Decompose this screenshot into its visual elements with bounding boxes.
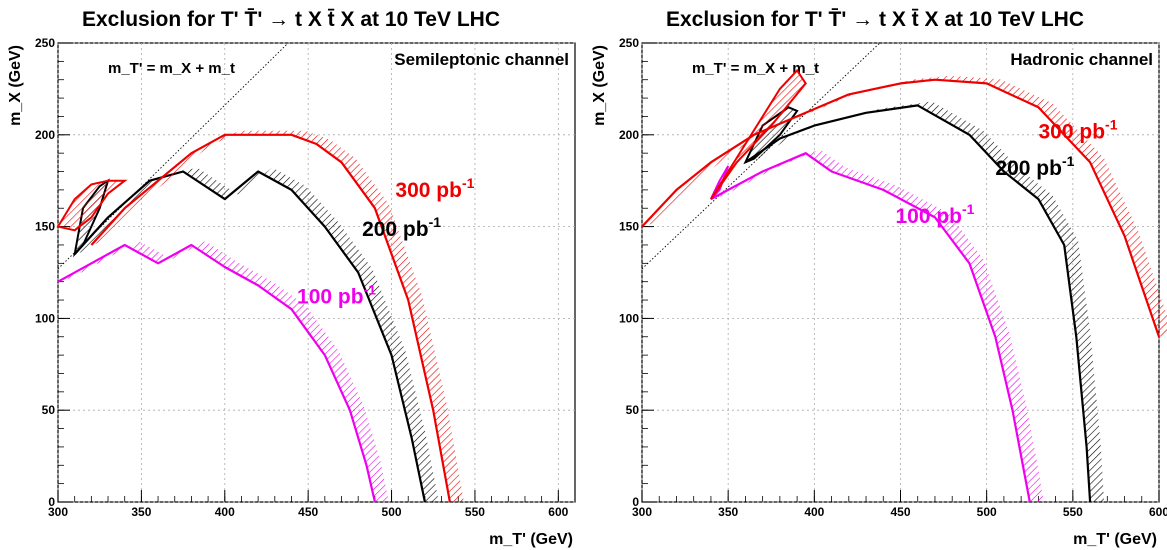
y-tick-label-50: 50 [42, 403, 56, 417]
series-label: 200 pb-1 [995, 153, 1074, 180]
chart-title: Exclusion for T' T̄' → t X t̄ X at 10 Te… [666, 8, 1084, 31]
series-label-sup: -1 [364, 282, 377, 298]
series-label: 300 pb-1 [1039, 116, 1118, 143]
series-hatch-band [58, 241, 389, 502]
x-tick-label-550: 550 [465, 505, 485, 519]
series-label: 100 pb-1 [895, 201, 974, 228]
series-label-text: 200 pb [362, 218, 429, 241]
series-island [56, 179, 128, 232]
x-tick-label-350: 350 [131, 505, 151, 519]
chart-hadronic-svg: Exclusion for T' T̄' → t X t̄ X at 10 Te… [591, 8, 1167, 548]
y-tick-label-250: 250 [619, 36, 639, 50]
x-tick-label-500: 500 [382, 505, 402, 519]
series-label-text: 100 pb [297, 286, 364, 309]
series-hatch-band [745, 101, 1105, 503]
x-tick-label-300: 300 [48, 505, 68, 519]
series-hatch-band [710, 149, 1044, 502]
y-tick-label-150: 150 [35, 220, 55, 234]
series-label-text: 300 pb [395, 179, 462, 202]
series-line [710, 152, 1031, 503]
y-tick-label-50: 50 [626, 403, 640, 417]
x-tick-label-500: 500 [977, 505, 997, 519]
series-label-text: 200 pb [995, 157, 1062, 180]
y-tick-label-200: 200 [619, 128, 639, 142]
x-tick-label-300: 300 [632, 505, 652, 519]
y-tick-label-250: 250 [35, 36, 55, 50]
y-tick-label-100: 100 [35, 311, 55, 325]
series-label-sup: -1 [462, 175, 475, 191]
x-tick-label-550: 550 [1063, 505, 1083, 519]
series-line [744, 104, 1092, 503]
series-island [710, 68, 807, 200]
x-tick-label-400: 400 [804, 505, 824, 519]
relation-label: m_T' = m_X + m_t [692, 60, 819, 77]
channel-label: Hadronic channel [1010, 50, 1153, 69]
y-tick-label-150: 150 [619, 220, 639, 234]
series-label: 300 pb-1 [395, 175, 474, 202]
y-tick-label-0: 0 [48, 495, 55, 509]
y-axis-label: m_X (GeV) [591, 45, 608, 126]
series-label-sup: -1 [962, 201, 975, 217]
y-tick-label-0: 0 [632, 495, 639, 509]
plot-frame [57, 42, 576, 503]
series-hatch-band [74, 167, 439, 502]
series-line [57, 243, 376, 503]
series-line [73, 170, 426, 503]
x-tick-label-600: 600 [548, 505, 568, 519]
relation-label: m_T' = m_X + m_t [108, 60, 235, 77]
series-label: 200 pb-1 [362, 214, 441, 241]
x-tick-label-400: 400 [215, 505, 235, 519]
chart-title: Exclusion for T' T̄' → t X t̄ X at 10 Te… [82, 8, 500, 31]
chart-hadronic: Exclusion for T' T̄' → t X t̄ X at 10 Te… [584, 0, 1167, 550]
y-axis-label: m_X (GeV) [7, 45, 24, 126]
y-tick-label-100: 100 [619, 311, 639, 325]
series-label: 100 pb-1 [297, 282, 376, 309]
x-tick-label-450: 450 [298, 505, 318, 519]
x-tick-label-350: 350 [718, 505, 738, 519]
channel-label: Semileptonic channel [394, 50, 569, 69]
series-label-sup: -1 [429, 214, 442, 230]
y-tick-label-200: 200 [35, 128, 55, 142]
series-line [90, 133, 451, 503]
x-axis-label: m_T' (GeV) [489, 531, 573, 548]
chart-semileptonic-svg: Exclusion for T' T̄' → t X t̄ X at 10 Te… [7, 8, 576, 548]
diagonal-relation-line [641, 42, 881, 270]
series-label-sup: -1 [1105, 116, 1118, 132]
x-tick-label-450: 450 [890, 505, 910, 519]
chart-semileptonic: Exclusion for T' T̄' → t X t̄ X at 10 Te… [0, 0, 583, 550]
series-label-text: 100 pb [895, 205, 962, 228]
series-label-text: 300 pb [1039, 120, 1106, 143]
series-line [641, 78, 1161, 338]
x-axis-label: m_T' (GeV) [1073, 531, 1157, 548]
series-label-sup: -1 [1062, 153, 1075, 169]
x-tick-label-600: 600 [1149, 505, 1167, 519]
